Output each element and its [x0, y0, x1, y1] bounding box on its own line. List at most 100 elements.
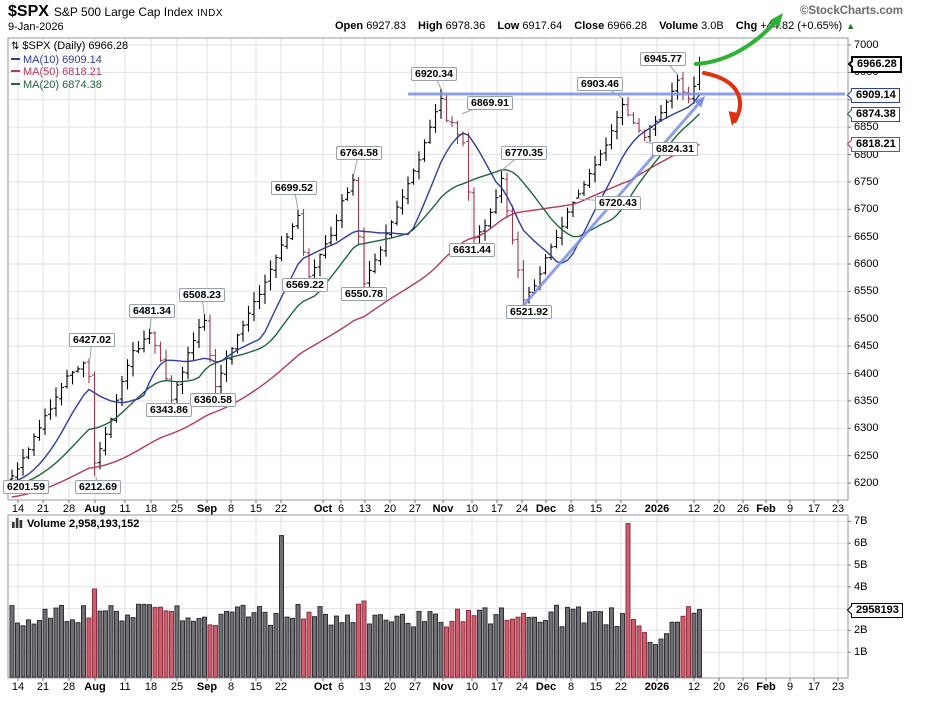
price-axis-tick-label: 6350 [854, 394, 879, 407]
date-axis-label: 6 [337, 503, 345, 515]
price-flag: 6550.78 [341, 287, 387, 301]
date-axis-label: 18 [144, 503, 158, 515]
symbol: $SPX [8, 3, 49, 20]
volume-date-axis-label: 22 [274, 681, 288, 693]
volume-date-axis-label: 8 [227, 681, 235, 693]
low-value: 6917.64 [522, 20, 563, 32]
volume-date-axis-label: 18 [144, 681, 158, 693]
price-flag: 6508.23 [179, 288, 225, 302]
date-axis-label: 22 [274, 503, 288, 515]
price-axis-tick-label: 6800 [854, 148, 879, 161]
volume-date-axis-label: 17 [807, 681, 821, 693]
price-axis-tick-label: 6500 [854, 312, 879, 325]
date-axis-label: 22 [614, 503, 628, 515]
volume-axis-tick-label: 4B [854, 580, 868, 593]
price-flag: 6945.77 [640, 52, 686, 66]
price-axis-tick-label: 6550 [854, 285, 879, 298]
volume-date-axis-label: 27 [408, 681, 422, 693]
price-flag: 6343.86 [146, 403, 192, 417]
volume-date-axis-label: Dec [535, 681, 557, 693]
chg-up-triangle-icon: ▲ [846, 21, 856, 31]
last-price-callout: 6966.28 [847, 55, 902, 73]
chart-legend: ⇅ $SPX (Daily) 6966.28 MA(10) 6909.14 MA(… [11, 40, 128, 91]
date-axis-label: 2026 [644, 503, 670, 515]
chart-date: 9-Jan-2026 [8, 21, 64, 33]
date-axis-label: 28 [62, 503, 76, 515]
high-label: High [418, 20, 443, 32]
price-axis-tick-label: 6200 [854, 477, 879, 489]
price-flag: 6720.43 [595, 196, 641, 210]
callout-arrow-notch [846, 109, 856, 119]
indicator-value-callout: 6874.38 [846, 106, 900, 122]
symbol-name: S&P 500 Large Cap Index [53, 5, 194, 19]
chg-label: Chg [735, 20, 758, 32]
volume-axis-tick-label: 1B [854, 646, 868, 659]
volume-axis-tick-label: 7B [854, 515, 868, 528]
date-axis-label: 21 [36, 503, 50, 515]
open-value: 6927.83 [366, 20, 406, 32]
updown-arrows-icon: ⇅ [11, 41, 20, 52]
price-axis-tick-label: 6450 [854, 340, 879, 353]
high-value: 6978.36 [445, 20, 486, 32]
date-axis-label: 8 [227, 503, 235, 515]
callout-arrow-notch [847, 59, 857, 69]
price-axis-tick-label: 7000 [854, 39, 879, 51]
date-axis-label: 27 [408, 503, 422, 515]
volume-pane-text: Volume 2,958,193,152 [27, 518, 140, 530]
price-axis-tick-label: 6650 [854, 230, 879, 243]
price-flag: 6869.91 [467, 96, 513, 110]
date-axis-label: Aug [84, 503, 106, 515]
date-axis-label: 17 [807, 503, 821, 515]
date-axis-label: 20 [712, 503, 726, 515]
price-flag: 6920.34 [411, 67, 457, 81]
date-axis-label: 10 [465, 503, 479, 515]
volume-date-axis-label: 15 [249, 681, 263, 693]
date-axis-label: Oct [313, 503, 333, 515]
volume-date-axis-label: 8 [567, 681, 575, 693]
price-flag: 6699.52 [271, 181, 317, 195]
price-flag: 6521.92 [506, 305, 552, 319]
volume-date-axis-label: 20 [383, 681, 397, 693]
volume-date-axis-label: 14 [11, 681, 25, 693]
legend-ma50-text: MA(50) 6818.21 [23, 66, 102, 78]
date-axis-label: 11 [119, 503, 131, 515]
chart-header: $SPX S&P 500 Large Cap Index INDX [8, 3, 223, 21]
close-label: Close [574, 20, 605, 32]
date-axis-label: 26 [736, 503, 750, 515]
volume-date-axis-label: 26 [736, 681, 750, 693]
ma10-line-swatch [11, 57, 20, 60]
open-label: Open [335, 20, 364, 32]
price-flag: 6360.58 [190, 393, 236, 407]
legend-ma10-row: MA(10) 6909.14 [11, 54, 128, 67]
chg-value: +44.82 (+0.65%) [760, 20, 843, 32]
volume-date-axis-label: 20 [712, 681, 726, 693]
stockcharts-watermark[interactable]: ©StockCharts.com [799, 5, 903, 17]
date-axis-label: Nov [432, 503, 454, 515]
price-flag: 6824.31 [652, 142, 698, 156]
legend-ma20-text: MA(20) 6874.38 [23, 78, 102, 91]
price-flag: 6201.59 [3, 480, 49, 494]
bar-chart-icon [12, 518, 23, 531]
exchange-tag: INDX [197, 8, 224, 19]
volume-date-axis-label: 25 [170, 681, 184, 693]
volume-date-axis-label: 10 [465, 681, 479, 693]
indicator-value-callout: 6818.21 [846, 136, 900, 152]
volume-date-axis-label: 28 [62, 681, 76, 693]
volume-date-axis-label: 21 [36, 681, 50, 693]
price-axis-tick-label: 6700 [854, 203, 879, 216]
date-axis-label: 14 [11, 503, 25, 515]
legend-symbol-row: ⇅ $SPX (Daily) 6966.28 [11, 40, 128, 54]
date-axis-label: 9 [786, 503, 794, 515]
quote-row: Open 6927.83 High 6978.36 Low 6917.64 Cl… [335, 20, 855, 32]
date-axis-label: 8 [567, 503, 575, 515]
legend-ma50-row: MA(50) 6818.21 [11, 66, 128, 79]
volume-date-axis-label: 11 [119, 681, 131, 693]
volume-date-axis-label: 13 [358, 681, 372, 693]
volume-value-callout: 2958193 [846, 602, 903, 618]
volume-date-axis-label: 12 [687, 681, 701, 693]
price-axis-tick-label: 6300 [854, 422, 879, 435]
price-flag: 6569.22 [282, 278, 328, 292]
volume-date-axis-label: Sep [196, 681, 218, 693]
